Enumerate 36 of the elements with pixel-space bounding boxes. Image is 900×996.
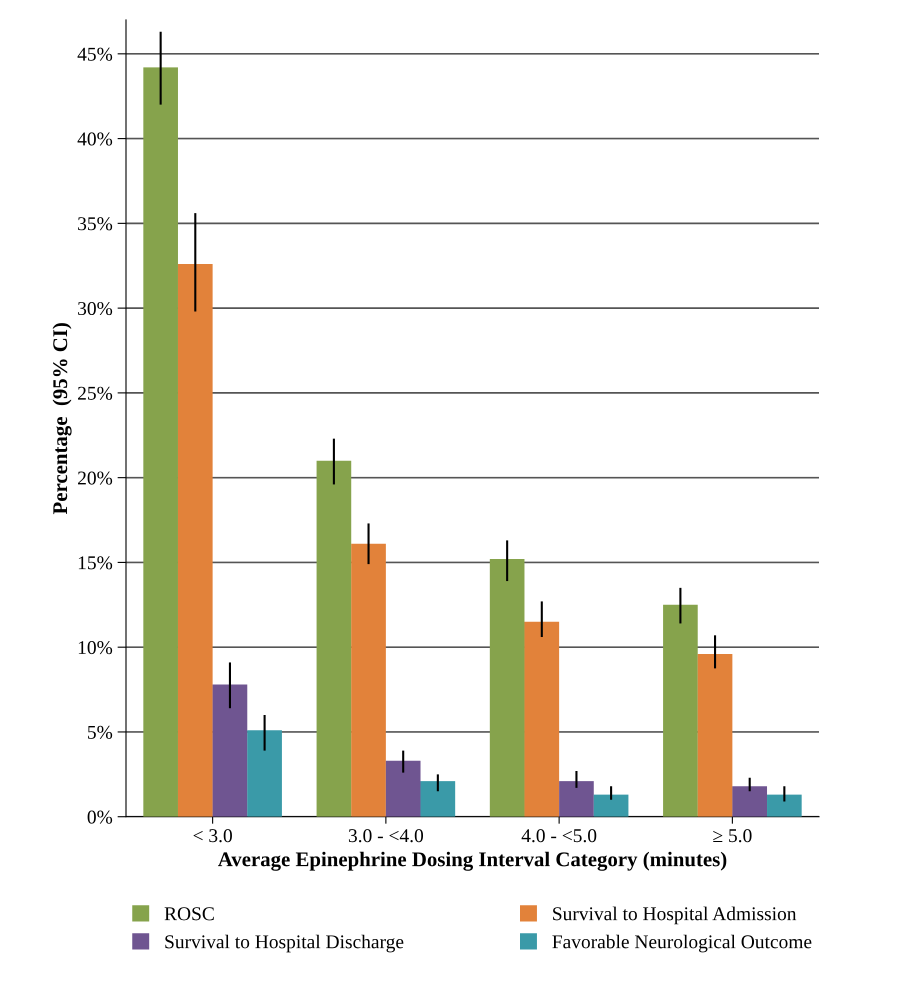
bar	[663, 604, 698, 817]
x-axis-title: Average Epinephrine Dosing Interval Category (minutes)	[218, 852, 726, 871]
y-axis-title: Percentage (95% CI)	[52, 323, 72, 514]
bar	[420, 781, 456, 817]
bar	[698, 654, 732, 817]
y-tick-label: 25%	[78, 386, 112, 400]
bar	[178, 264, 213, 817]
bar	[247, 730, 282, 817]
y-tick-label: 15%	[78, 556, 112, 570]
x-tick-label: 4.0 - <5.0	[522, 829, 596, 842]
y-tick-label: 40%	[78, 132, 112, 146]
y-tick-label: 35%	[78, 217, 112, 230]
bar	[490, 559, 524, 817]
y-tick-label: 5%	[88, 726, 112, 739]
legend-label: Survival to Hospital Admission	[553, 906, 796, 924]
y-tick-label: 30%	[78, 302, 112, 316]
bar	[524, 622, 560, 817]
bar	[732, 786, 768, 817]
bar	[767, 794, 802, 817]
y-tick-label: 0%	[88, 810, 112, 824]
bar	[594, 794, 628, 817]
bar	[351, 544, 386, 817]
bar	[143, 67, 178, 817]
x-tick-label: 3.0 - <4.0	[348, 829, 424, 842]
legend-label: Favorable Neurological Outcome	[552, 934, 812, 952]
bar	[316, 460, 352, 817]
y-tick-label: 20%	[78, 471, 112, 485]
legend-label: ROSC	[164, 907, 214, 920]
bar	[386, 760, 421, 817]
legend-label: Survival to Hospital Discharge	[165, 934, 404, 952]
bar	[212, 684, 248, 817]
y-tick-label: 45%	[78, 48, 112, 61]
x-tick-label: ≥ 5.0	[713, 829, 752, 842]
x-tick-label: < 3.0	[194, 829, 232, 842]
y-tick-label: 10%	[78, 641, 112, 654]
bar	[559, 781, 594, 817]
